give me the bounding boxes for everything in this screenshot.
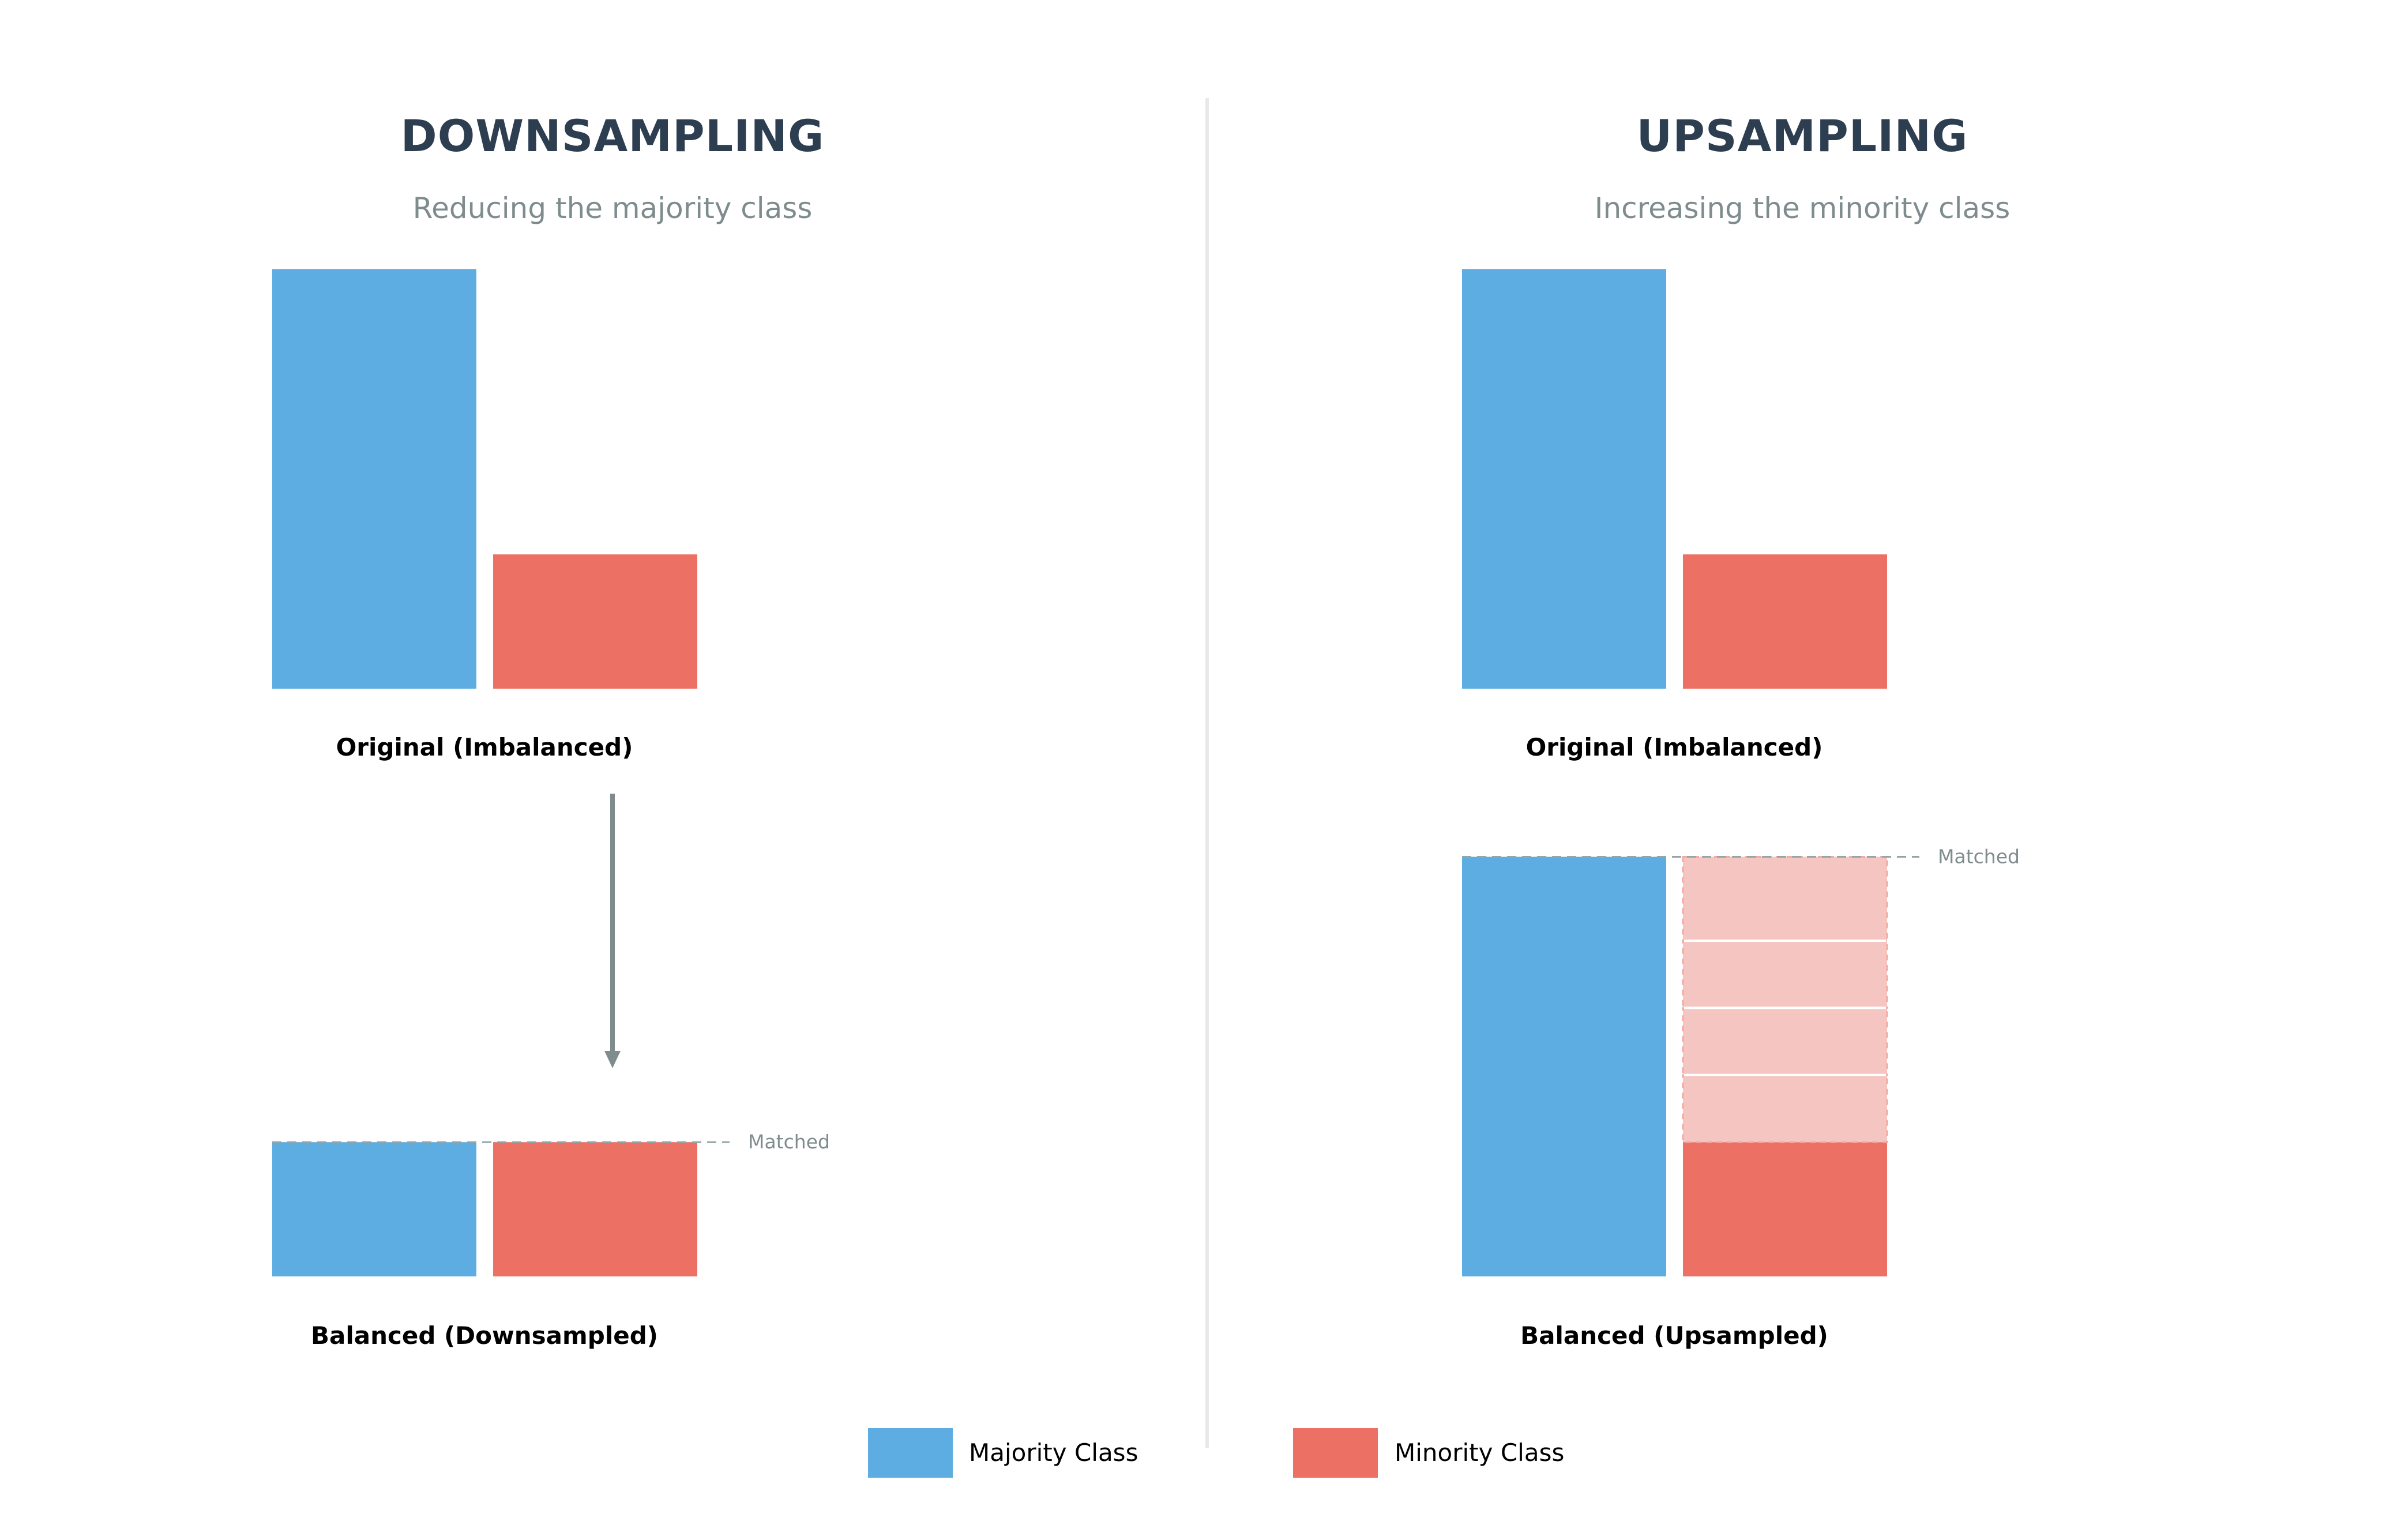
legend-majority-label: Majority Class: [969, 1438, 1138, 1467]
upsampling-original-bars: [1462, 269, 1887, 689]
minority-bar: [1683, 554, 1887, 689]
original-caption: Original (Imbalanced): [336, 733, 633, 761]
minority-bar: [493, 554, 697, 689]
majority-bar: [272, 1142, 476, 1276]
minority-bar: [493, 1142, 697, 1276]
majority-bar: [1462, 269, 1666, 689]
majority-bar: [1462, 857, 1666, 1276]
down-arrow-icon: [604, 794, 621, 1068]
upsampling-balanced-bars: [1462, 856, 1888, 1276]
downsampling-balanced-bars: [272, 1142, 697, 1276]
downsampling-title: DOWNSAMPLING: [401, 110, 825, 161]
synthetic-sample-segment: [1682, 856, 1888, 942]
synthetic-sample-segment: [1682, 940, 1888, 1009]
legend-majority-swatch: [868, 1428, 953, 1478]
minority-bar: [1683, 1142, 1887, 1276]
legend-minority-swatch: [1293, 1428, 1378, 1478]
synthetic-minority-samples: [1682, 856, 1888, 1143]
majority-bar: [272, 269, 476, 689]
matched-label: Matched: [1938, 846, 2020, 868]
original-caption: Original (Imbalanced): [1526, 733, 1823, 761]
upsampling-panel: UPSAMPLING Increasing the minority class…: [1462, 110, 2020, 1350]
downsampling-original-bars: [272, 269, 697, 689]
synthetic-sample-segment: [1682, 1074, 1888, 1143]
synthetic-sample-segment: [1682, 1006, 1888, 1076]
balanced-caption: Balanced (Downsampled): [311, 1321, 658, 1350]
legend: Majority Class Minority Class: [868, 1428, 1564, 1478]
legend-minority-label: Minority Class: [1395, 1438, 1564, 1467]
downsampling-subtitle: Reducing the majority class: [413, 191, 813, 225]
downsampling-panel: DOWNSAMPLING Reducing the majority class…: [272, 110, 830, 1350]
balanced-caption: Balanced (Upsampled): [1520, 1321, 1828, 1350]
matched-label: Matched: [748, 1130, 830, 1153]
upsampling-title: UPSAMPLING: [1637, 110, 1968, 161]
upsampling-subtitle: Increasing the minority class: [1595, 191, 2011, 225]
